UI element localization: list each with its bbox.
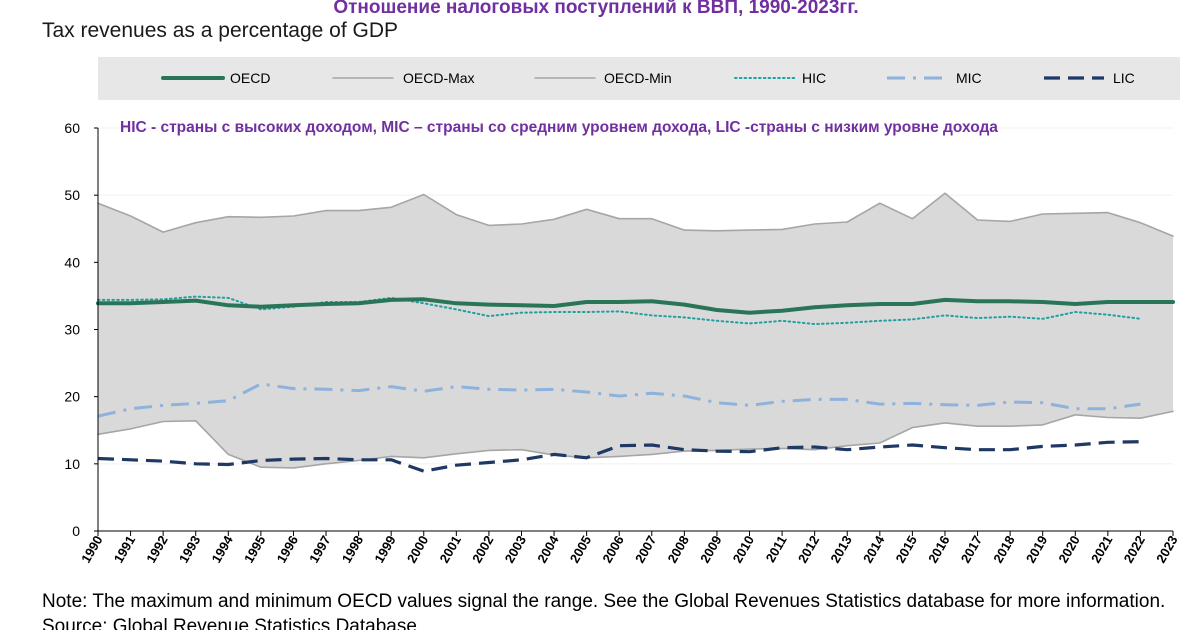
- x-tick-label: 2015: [893, 533, 920, 566]
- x-tick-label: 1993: [176, 533, 203, 566]
- x-tick-label: 2009: [697, 533, 724, 566]
- chart-source: Source: Global Revenue Statistics Databa…: [42, 616, 417, 630]
- x-tick-label: 2003: [502, 533, 529, 566]
- y-tick-label: 10: [64, 456, 80, 472]
- x-tick-label: 2000: [404, 533, 431, 566]
- x-tick-label: 2014: [860, 532, 888, 565]
- y-ticks: 0 10 20 30 40 50 60: [64, 120, 98, 539]
- x-tick-label: 2004: [534, 532, 562, 565]
- x-tick-label: 2018: [990, 533, 1017, 566]
- series-line-oecd-min: [97, 410, 1174, 469]
- series-line-oecd: [96, 297, 1175, 315]
- x-tick-label: 2005: [567, 533, 594, 566]
- y-tick-label: 0: [72, 523, 80, 539]
- x-tick-label: 2019: [1023, 533, 1050, 566]
- y-tick-label: 30: [64, 322, 80, 338]
- x-tick-label: 2013: [827, 533, 854, 566]
- legend-label-oecd: OECD: [230, 70, 270, 86]
- x-tick-label: 1994: [208, 532, 236, 565]
- y-tick-label: 60: [64, 120, 80, 136]
- y-tick-label: 50: [64, 187, 80, 203]
- x-tick-label: 1998: [339, 533, 366, 566]
- legend: OECD OECD-Max OECD-Min HIC MIC LIC: [161, 70, 1135, 86]
- y-tick-label: 20: [64, 389, 80, 405]
- series-line-mic: [97, 382, 1141, 418]
- legend-box: [98, 57, 1180, 100]
- series-lines: [96, 192, 1175, 473]
- series-line-oecd-max: [97, 192, 1174, 237]
- chart-note: Note: The maximum and minimum OECD value…: [42, 591, 1165, 612]
- legend-label-oecd-max: OECD-Max: [403, 70, 475, 86]
- x-tick-label: 2023: [1153, 533, 1180, 566]
- x-tick-label: 2021: [1088, 533, 1115, 566]
- x-tick-label: 1991: [111, 533, 138, 566]
- x-tick-label: 1992: [143, 533, 170, 566]
- x-tick-label: 1990: [78, 533, 105, 566]
- series-line-hic: [97, 295, 1142, 326]
- income-group-annotation: HIC - страны с высоких доходом, MIC – ст…: [120, 119, 998, 136]
- x-tick-label: 2007: [632, 533, 659, 566]
- chart-supertitle: Отношение налоговых поступлений к ВВП, 1…: [333, 0, 858, 18]
- x-tick-label: 2002: [469, 533, 496, 566]
- legend-label-hic: HIC: [802, 70, 826, 86]
- y-tick-label: 40: [64, 254, 80, 270]
- x-tick-label: 1996: [274, 533, 301, 566]
- series-line-lic: [97, 440, 1141, 473]
- x-ticks: 1990 1991 1992 1993 1994 1995 1996 1997 1998 1999…: [78, 531, 1181, 566]
- x-tick-label: 2010: [730, 533, 757, 566]
- x-tick-label: 2008: [665, 533, 692, 566]
- x-tick-label: 2012: [795, 533, 822, 566]
- x-tick-label: 2016: [925, 533, 952, 566]
- legend-label-oecd-min: OECD-Min: [604, 70, 672, 86]
- x-tick-label: 1997: [306, 533, 333, 566]
- x-tick-label: 2001: [436, 533, 463, 566]
- x-tick-label: 1995: [241, 533, 268, 566]
- x-tick-label: 2006: [599, 533, 626, 566]
- chart-title: Tax revenues as a percentage of GDP: [42, 19, 398, 42]
- legend-label-mic: MIC: [956, 70, 982, 86]
- x-tick-label: 2020: [1055, 533, 1082, 566]
- x-tick-label: 2011: [763, 533, 790, 565]
- oecd-range-band: [98, 193, 1173, 468]
- legend-label-lic: LIC: [1113, 70, 1135, 86]
- x-tick-label: 1999: [371, 533, 398, 566]
- x-tick-label: 2022: [1121, 533, 1148, 566]
- x-tick-label: 2017: [958, 533, 985, 566]
